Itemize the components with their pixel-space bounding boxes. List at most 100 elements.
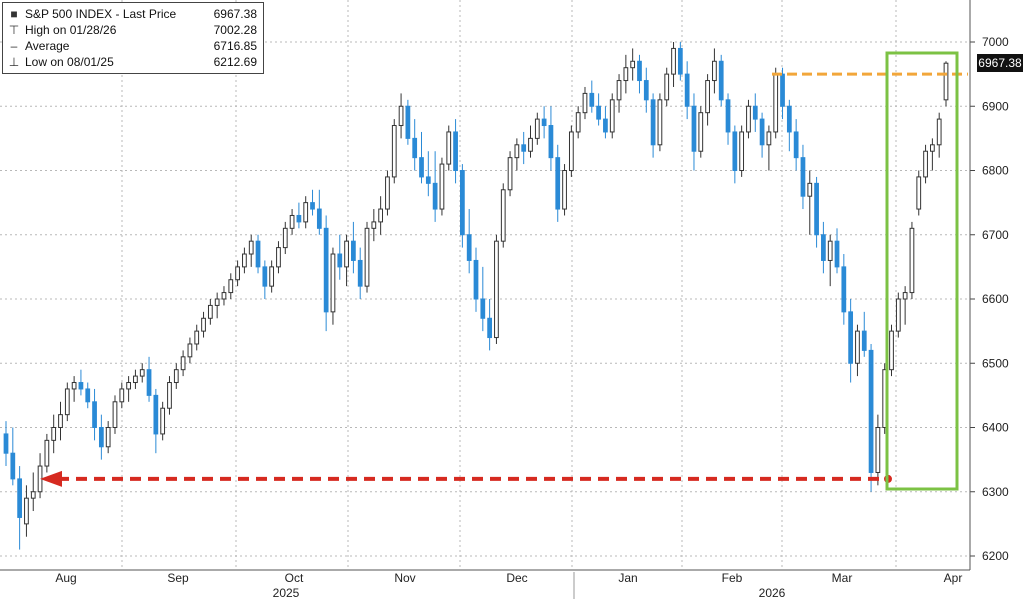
candle-body bbox=[793, 131, 799, 159]
x-month-label: Apr bbox=[944, 571, 963, 585]
candle-body bbox=[58, 414, 63, 428]
candle-body bbox=[92, 401, 97, 428]
candle-body bbox=[834, 240, 840, 268]
legend-title: S&P 500 INDEX - Last Price bbox=[25, 7, 177, 21]
candle-body bbox=[180, 356, 186, 371]
candle-body bbox=[24, 497, 29, 525]
candle-body bbox=[603, 118, 608, 133]
candle-body bbox=[310, 202, 315, 210]
legend-average-label: Average bbox=[25, 39, 70, 53]
candle-body bbox=[671, 47, 676, 75]
candle-body bbox=[752, 105, 758, 120]
candle-body bbox=[337, 253, 343, 268]
candle-body bbox=[895, 298, 901, 332]
candle-body bbox=[555, 157, 561, 210]
candle-body bbox=[432, 182, 438, 210]
candle-body bbox=[589, 92, 595, 107]
candle-body bbox=[262, 266, 268, 287]
last-price-tag: 6967.38 bbox=[977, 54, 1023, 72]
candle-body bbox=[773, 73, 779, 133]
candle-body bbox=[405, 105, 411, 139]
legend-average-value: 6716.85 bbox=[213, 39, 257, 53]
candle-body bbox=[330, 253, 336, 313]
highlight-box bbox=[885, 51, 959, 491]
candle-body bbox=[269, 266, 275, 287]
candle-body bbox=[228, 279, 234, 294]
candle-body bbox=[78, 382, 84, 390]
candle-body bbox=[616, 80, 622, 101]
legend: ■ S&P 500 INDEX - Last Price 6967.38 ⊤ H… bbox=[2, 2, 264, 74]
candle-body bbox=[207, 304, 213, 319]
candle-body bbox=[419, 157, 424, 178]
annotations bbox=[40, 51, 968, 491]
candle-body bbox=[500, 189, 506, 242]
legend-title-icon: ■ bbox=[10, 7, 18, 21]
candle-body bbox=[385, 176, 390, 210]
candle-body bbox=[936, 118, 942, 146]
candle-body bbox=[575, 112, 581, 133]
candle-body bbox=[528, 137, 533, 152]
candle-body bbox=[235, 266, 240, 281]
candle-body bbox=[221, 292, 227, 300]
candle-body bbox=[160, 407, 166, 435]
x-month-label: Sep bbox=[167, 571, 189, 585]
candle-body bbox=[167, 382, 172, 409]
candle-body bbox=[153, 394, 159, 435]
candle-body bbox=[821, 234, 826, 261]
y-tick-label: 6300 bbox=[982, 485, 1009, 499]
y-tick-label: 6200 bbox=[982, 549, 1009, 563]
candle-body bbox=[596, 105, 601, 120]
candle-body bbox=[691, 105, 697, 152]
candle-body bbox=[133, 375, 138, 384]
candle-body bbox=[173, 369, 179, 384]
candle-body bbox=[248, 240, 254, 255]
candle-body bbox=[855, 330, 860, 364]
candle-body bbox=[44, 439, 50, 467]
candle-body bbox=[643, 80, 649, 101]
candle-body bbox=[351, 240, 356, 261]
candle-body bbox=[255, 240, 261, 268]
candle-body bbox=[473, 259, 479, 300]
candle-body bbox=[71, 382, 77, 390]
y-tick-label: 6900 bbox=[982, 99, 1009, 113]
candle-body bbox=[657, 99, 663, 146]
x-year-label: 2026 bbox=[759, 586, 786, 599]
x-month-label: Jan bbox=[618, 571, 637, 585]
candle-body bbox=[187, 343, 193, 358]
candle-body bbox=[684, 73, 690, 107]
candle-body bbox=[868, 349, 874, 473]
candle-body bbox=[51, 427, 57, 441]
candle-body bbox=[827, 240, 833, 261]
candle-body bbox=[323, 227, 329, 313]
candle-body bbox=[480, 298, 486, 319]
candle-body bbox=[766, 131, 772, 146]
candle-body bbox=[378, 208, 384, 223]
candle-body bbox=[398, 105, 404, 127]
x-month-label: Oct bbox=[285, 571, 304, 585]
candles bbox=[3, 42, 949, 550]
legend-high-row: ⊤ High on 01/28/26 7002.28 bbox=[7, 22, 257, 38]
candle-body bbox=[841, 266, 847, 313]
candle-body bbox=[289, 214, 295, 229]
average-marker-icon: – bbox=[10, 39, 18, 53]
candle-body bbox=[650, 99, 656, 146]
x-month-label: Dec bbox=[506, 571, 527, 585]
candle-body bbox=[562, 170, 567, 210]
high-marker-icon: ⊤ bbox=[8, 23, 20, 37]
candle-body bbox=[514, 144, 520, 159]
candle-body bbox=[139, 369, 145, 377]
candle-body bbox=[943, 62, 949, 101]
y-tick-label: 6400 bbox=[982, 421, 1009, 435]
candle-body bbox=[201, 317, 206, 332]
candle-body bbox=[425, 176, 431, 184]
candle-body bbox=[861, 330, 867, 351]
candle-body bbox=[746, 105, 751, 133]
candle-body bbox=[466, 234, 472, 261]
legend-last-price: 6967.38 bbox=[213, 7, 257, 21]
candle-body bbox=[194, 330, 200, 345]
candle-body bbox=[214, 298, 220, 306]
candle-body bbox=[446, 131, 452, 165]
candle-body bbox=[507, 157, 513, 191]
